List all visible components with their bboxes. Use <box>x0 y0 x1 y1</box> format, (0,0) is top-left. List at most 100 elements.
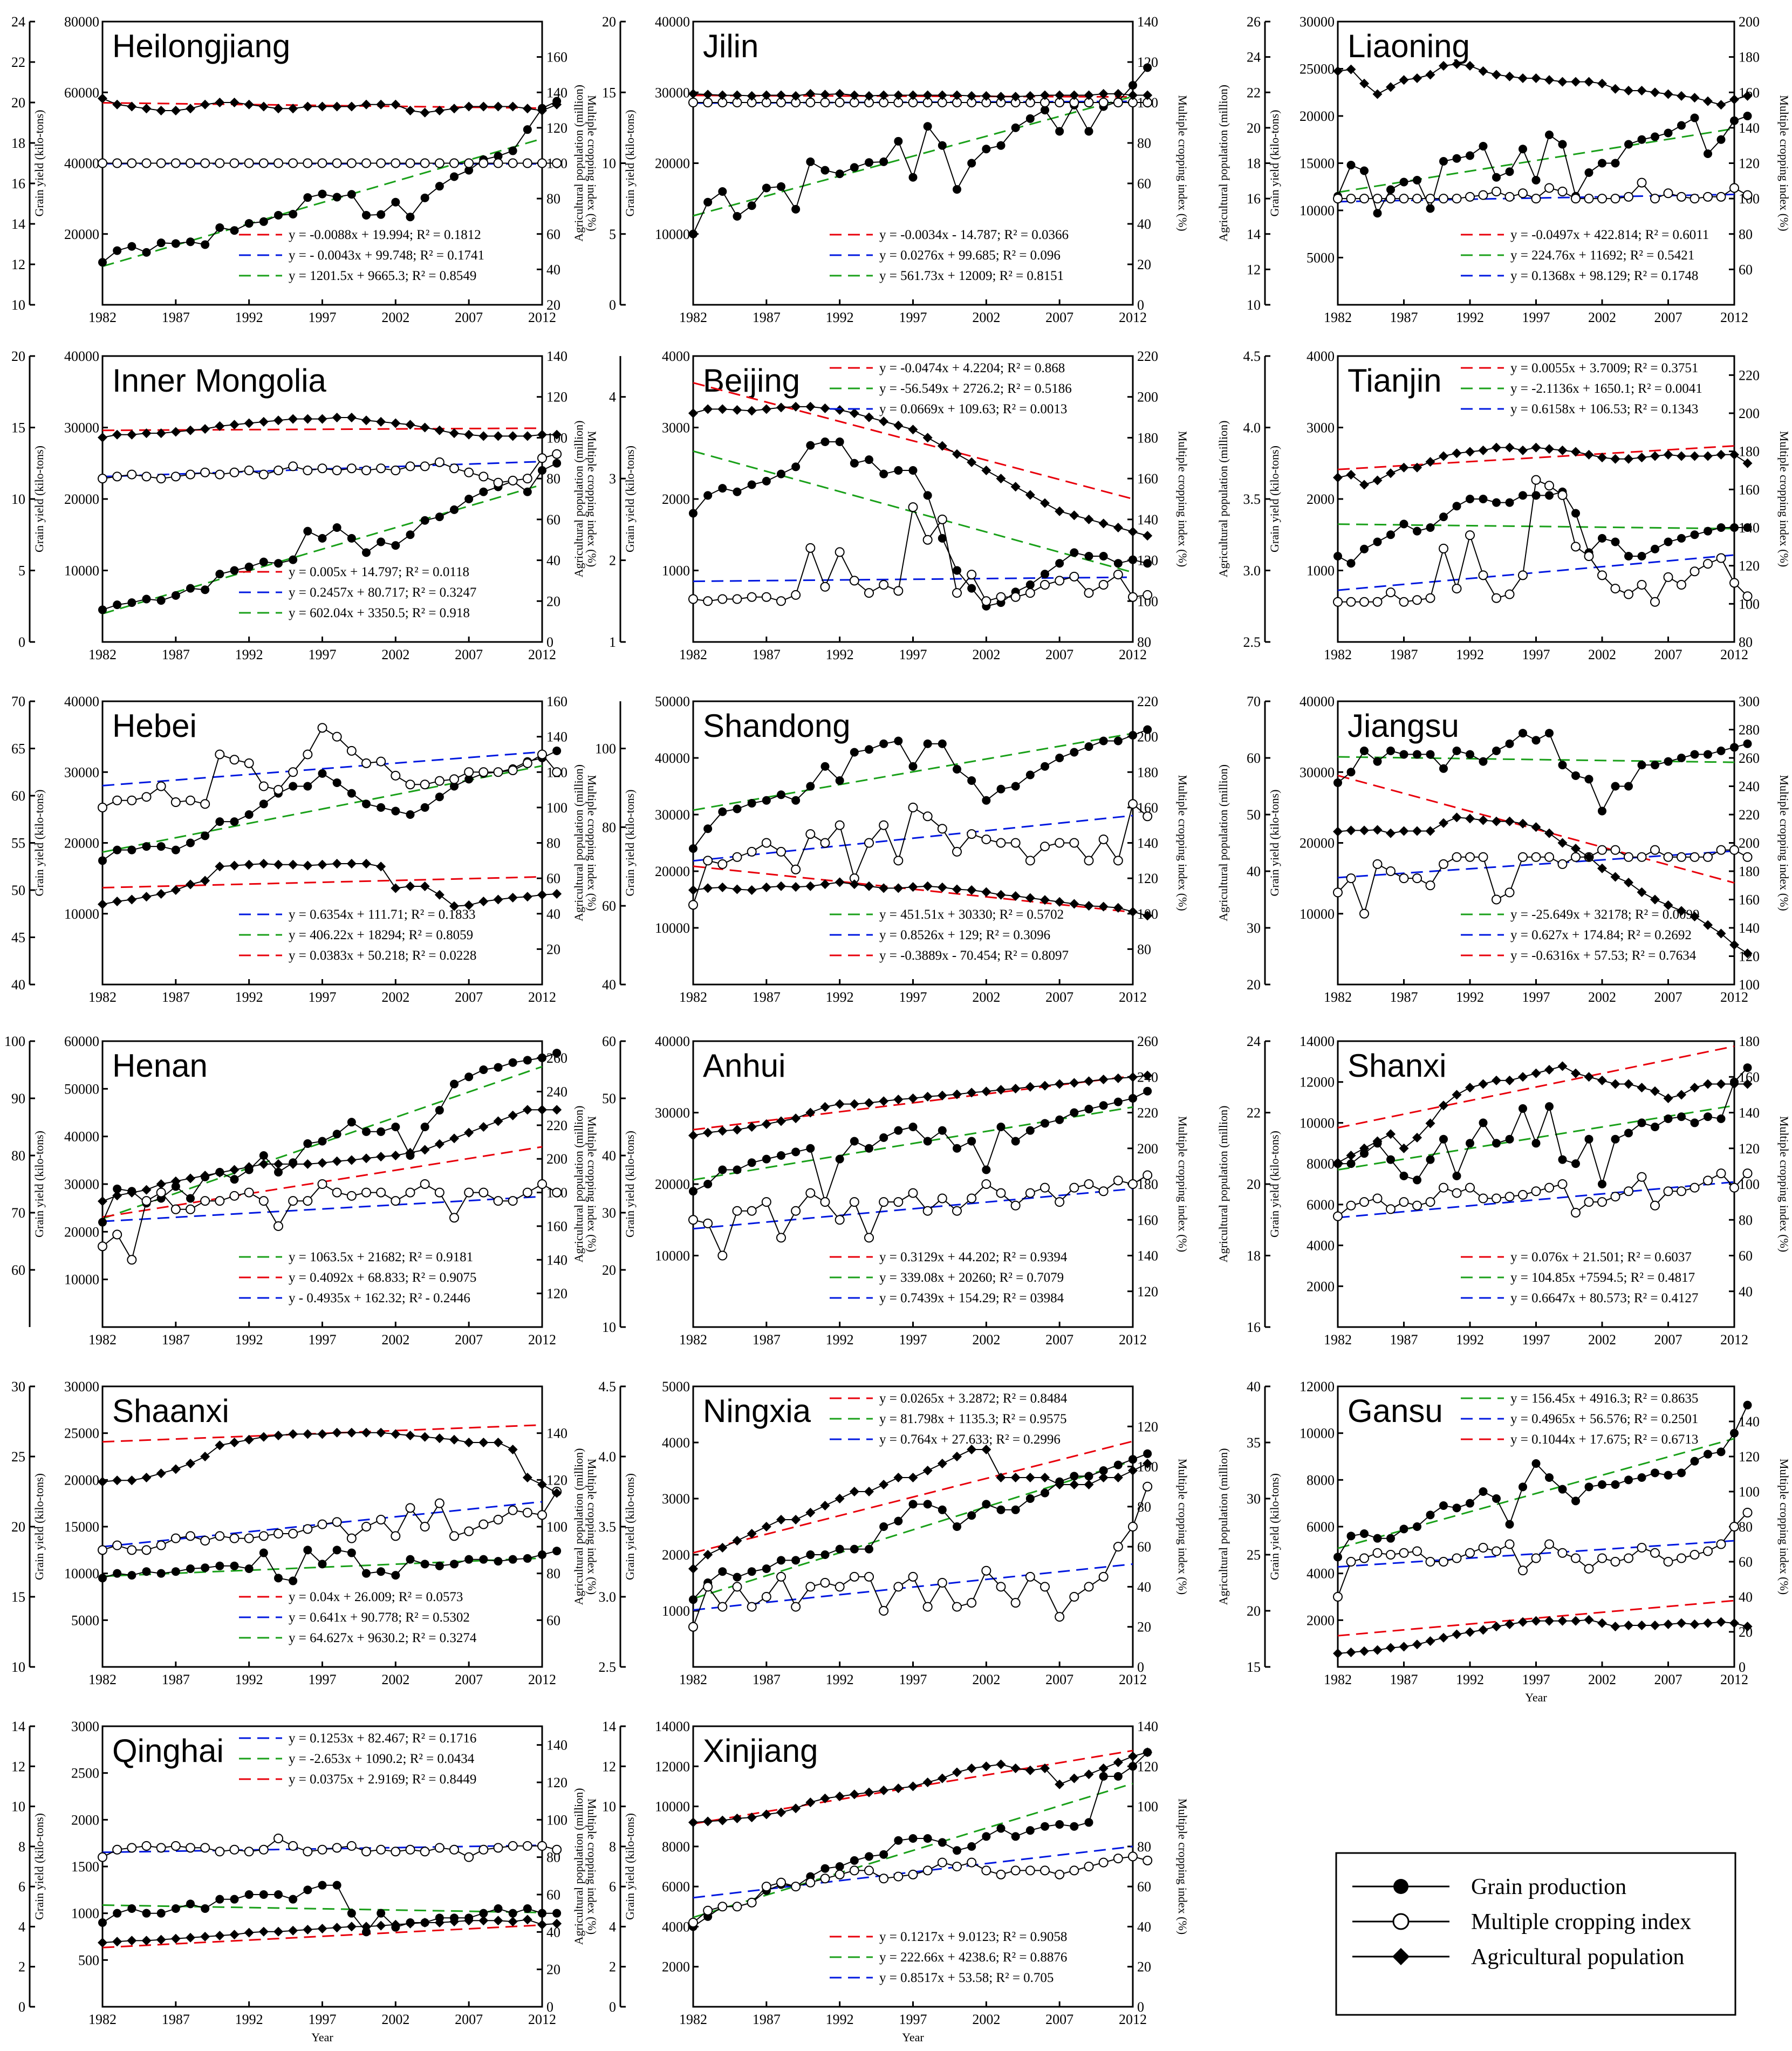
mci-point <box>98 1241 107 1252</box>
grain-point <box>777 1151 785 1160</box>
population-point <box>1465 61 1475 71</box>
grain-tick-label: 10000 <box>1299 1115 1335 1131</box>
mci-tick-label: 60 <box>1739 1554 1753 1570</box>
mci-point <box>361 758 371 768</box>
grain-tick-label: 1500 <box>71 1859 99 1875</box>
population-point <box>420 1918 430 1927</box>
mci-point <box>552 449 562 459</box>
population-point <box>908 1781 918 1792</box>
grain-point <box>908 173 918 182</box>
population-point <box>835 405 845 415</box>
mci-point <box>552 767 562 777</box>
mci-tick-label: 140 <box>1137 1719 1158 1734</box>
mci-point <box>1637 1543 1647 1553</box>
mci-tick-label: 140 <box>1137 1248 1158 1264</box>
grain-point <box>1070 1822 1079 1831</box>
population-point <box>1425 1118 1435 1129</box>
population-tick-label: 15 <box>602 85 616 100</box>
grain-point <box>1716 1447 1726 1457</box>
grain-point <box>908 1500 918 1509</box>
grain-point <box>967 1842 976 1851</box>
grain-point <box>1055 127 1064 136</box>
population-point <box>1412 1132 1422 1143</box>
mci-point <box>1584 1197 1594 1207</box>
population-point <box>1478 1625 1488 1635</box>
grain-point <box>201 1904 210 1913</box>
population-point <box>937 882 947 892</box>
grain-point <box>1716 523 1726 532</box>
grain-point <box>406 810 415 819</box>
grain-point <box>274 1167 283 1177</box>
grain-point <box>1025 1494 1035 1503</box>
grain-point <box>1333 1553 1342 1562</box>
mci-point <box>1610 845 1620 855</box>
x-tick-label: 1997 <box>899 989 927 1005</box>
x-tick-label: 1982 <box>88 1672 117 1687</box>
panel-beijing: 1982 1987 1992 1997 2002 2007 2012100020003000… <box>572 348 1189 662</box>
mci-tick-label: 0 <box>1137 1999 1144 2015</box>
mci-point <box>552 1187 562 1198</box>
panel-title: Gansu <box>1348 1393 1443 1429</box>
grain-point <box>733 1573 742 1582</box>
trendline-grain-production <box>102 138 543 268</box>
population-point <box>1690 451 1700 461</box>
population-point <box>98 899 107 910</box>
trend-equation: y = 0.8526x + 129; R² = 0.3096 <box>879 928 1050 942</box>
grain-point <box>820 762 830 771</box>
grain-tick-label: 12000 <box>655 1759 690 1774</box>
legend-label-grain: Grain production <box>1471 1875 1626 1899</box>
population-point <box>478 897 489 906</box>
filled-circle-marker-icon <box>1393 1879 1408 1894</box>
grain-point <box>552 1547 562 1556</box>
population-tick-label: 3.5 <box>1243 491 1261 507</box>
mci-tick-label: 140 <box>1137 512 1158 528</box>
mci-point <box>1346 873 1356 884</box>
series-line-grain-production <box>693 729 1148 849</box>
grain-point <box>1505 1520 1514 1529</box>
mci-point <box>1610 584 1620 594</box>
mci-point <box>1452 584 1462 594</box>
grain-point <box>1011 782 1020 791</box>
grain-point <box>391 541 400 550</box>
grain-point <box>377 1567 386 1576</box>
mci-point <box>156 474 166 484</box>
grain-point <box>1399 177 1408 187</box>
mci-point <box>215 469 225 480</box>
grain-point <box>303 527 312 536</box>
grain-point <box>523 1056 532 1065</box>
grain-axis-label: Grain yield (kilo-tons) <box>623 1813 637 1920</box>
mci-point <box>967 570 977 580</box>
grain-point <box>464 166 474 175</box>
population-point <box>820 1501 830 1510</box>
population-point <box>1584 77 1594 87</box>
population-point <box>552 889 562 899</box>
population-point <box>273 104 283 114</box>
grain-point <box>1624 1129 1633 1138</box>
mci-point <box>1663 1186 1673 1197</box>
mci-point <box>1055 1197 1065 1207</box>
mci-point <box>1128 1522 1138 1532</box>
population-point <box>1069 1480 1079 1489</box>
mci-point <box>229 1844 240 1855</box>
population-point <box>434 1139 444 1149</box>
population-point <box>346 412 357 422</box>
mci-point <box>170 1533 181 1543</box>
mci-point <box>922 535 933 545</box>
grain-point <box>289 210 298 218</box>
mci-point <box>229 158 240 168</box>
population-point <box>1069 510 1079 521</box>
grain-point <box>1386 530 1395 539</box>
population-point <box>1742 458 1753 468</box>
mci-point <box>717 1902 728 1912</box>
population-point <box>776 402 786 413</box>
population-point <box>761 404 771 414</box>
grain-tick-label: 40000 <box>64 348 99 364</box>
mci-point <box>1084 1582 1094 1592</box>
mci-point <box>522 758 532 768</box>
mci-point <box>186 469 195 480</box>
mci-point <box>1386 194 1396 204</box>
population-point <box>1624 454 1633 464</box>
grain-point <box>1346 161 1356 169</box>
mci-point <box>1624 589 1633 599</box>
